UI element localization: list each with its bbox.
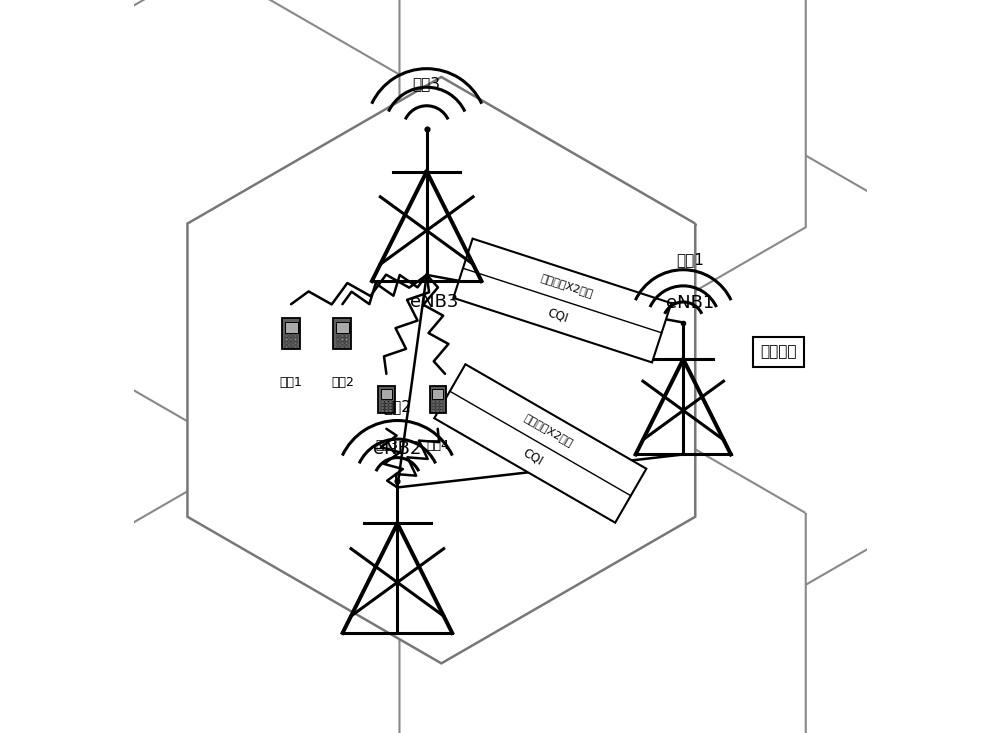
FancyBboxPatch shape — [290, 345, 292, 347]
FancyBboxPatch shape — [432, 407, 435, 409]
FancyBboxPatch shape — [389, 410, 392, 413]
FancyBboxPatch shape — [345, 345, 348, 347]
FancyBboxPatch shape — [381, 400, 384, 402]
FancyBboxPatch shape — [285, 339, 288, 341]
FancyBboxPatch shape — [341, 339, 344, 341]
FancyBboxPatch shape — [432, 404, 435, 406]
Text: 小区3: 小区3 — [413, 77, 441, 92]
FancyBboxPatch shape — [440, 407, 443, 409]
Polygon shape — [434, 364, 646, 523]
FancyBboxPatch shape — [337, 335, 339, 337]
FancyBboxPatch shape — [385, 410, 388, 413]
FancyBboxPatch shape — [294, 345, 297, 347]
FancyBboxPatch shape — [440, 410, 443, 413]
FancyBboxPatch shape — [378, 386, 395, 413]
Text: 用户4: 用户4 — [426, 439, 449, 452]
Polygon shape — [453, 239, 671, 362]
FancyBboxPatch shape — [290, 335, 292, 337]
FancyBboxPatch shape — [432, 410, 435, 413]
Polygon shape — [399, 396, 806, 733]
Polygon shape — [4, 0, 410, 432]
FancyBboxPatch shape — [285, 322, 298, 333]
FancyBboxPatch shape — [345, 339, 348, 341]
FancyBboxPatch shape — [389, 400, 392, 402]
Polygon shape — [568, 136, 974, 605]
FancyBboxPatch shape — [294, 342, 297, 345]
FancyBboxPatch shape — [385, 404, 388, 406]
FancyBboxPatch shape — [337, 345, 339, 347]
FancyBboxPatch shape — [440, 400, 443, 402]
FancyBboxPatch shape — [385, 407, 388, 409]
FancyBboxPatch shape — [294, 339, 297, 341]
Text: 小区2: 小区2 — [383, 399, 411, 414]
Text: 小区1: 小区1 — [677, 253, 705, 268]
FancyBboxPatch shape — [432, 400, 435, 402]
FancyBboxPatch shape — [333, 318, 351, 349]
FancyBboxPatch shape — [282, 318, 300, 349]
FancyBboxPatch shape — [285, 335, 288, 337]
FancyBboxPatch shape — [337, 339, 339, 341]
FancyBboxPatch shape — [337, 342, 339, 345]
Text: CQI: CQI — [520, 446, 545, 468]
Text: 用户1: 用户1 — [280, 376, 303, 389]
FancyBboxPatch shape — [432, 389, 443, 399]
FancyBboxPatch shape — [341, 345, 344, 347]
FancyBboxPatch shape — [436, 410, 439, 413]
Text: eNB3: eNB3 — [410, 293, 458, 312]
FancyBboxPatch shape — [436, 400, 439, 402]
Text: 用户3: 用户3 — [375, 439, 398, 452]
FancyBboxPatch shape — [290, 339, 292, 341]
FancyBboxPatch shape — [341, 342, 344, 345]
FancyBboxPatch shape — [294, 335, 297, 337]
FancyBboxPatch shape — [436, 404, 439, 406]
FancyBboxPatch shape — [381, 404, 384, 406]
Text: 回程链路X2接口: 回程链路X2接口 — [522, 412, 574, 448]
FancyBboxPatch shape — [345, 335, 348, 337]
FancyBboxPatch shape — [381, 389, 392, 399]
FancyBboxPatch shape — [381, 410, 384, 413]
Polygon shape — [187, 77, 695, 663]
Polygon shape — [399, 0, 806, 345]
FancyBboxPatch shape — [381, 407, 384, 409]
Polygon shape — [99, 425, 505, 733]
FancyBboxPatch shape — [436, 407, 439, 409]
FancyBboxPatch shape — [440, 404, 443, 406]
Text: eNB2: eNB2 — [373, 440, 422, 458]
FancyBboxPatch shape — [285, 345, 288, 347]
Text: 用户2: 用户2 — [331, 376, 354, 389]
FancyBboxPatch shape — [341, 335, 344, 337]
Text: 中央单元: 中央单元 — [760, 345, 797, 359]
Text: CQI: CQI — [546, 306, 569, 325]
FancyBboxPatch shape — [389, 404, 392, 406]
FancyBboxPatch shape — [345, 342, 348, 345]
FancyBboxPatch shape — [385, 400, 388, 402]
FancyBboxPatch shape — [430, 386, 446, 413]
FancyBboxPatch shape — [336, 322, 349, 333]
FancyBboxPatch shape — [389, 407, 392, 409]
FancyBboxPatch shape — [290, 342, 292, 345]
Text: eNB1: eNB1 — [666, 293, 715, 312]
Text: 回程链路X2接口: 回程链路X2接口 — [540, 273, 595, 299]
FancyBboxPatch shape — [285, 342, 288, 345]
